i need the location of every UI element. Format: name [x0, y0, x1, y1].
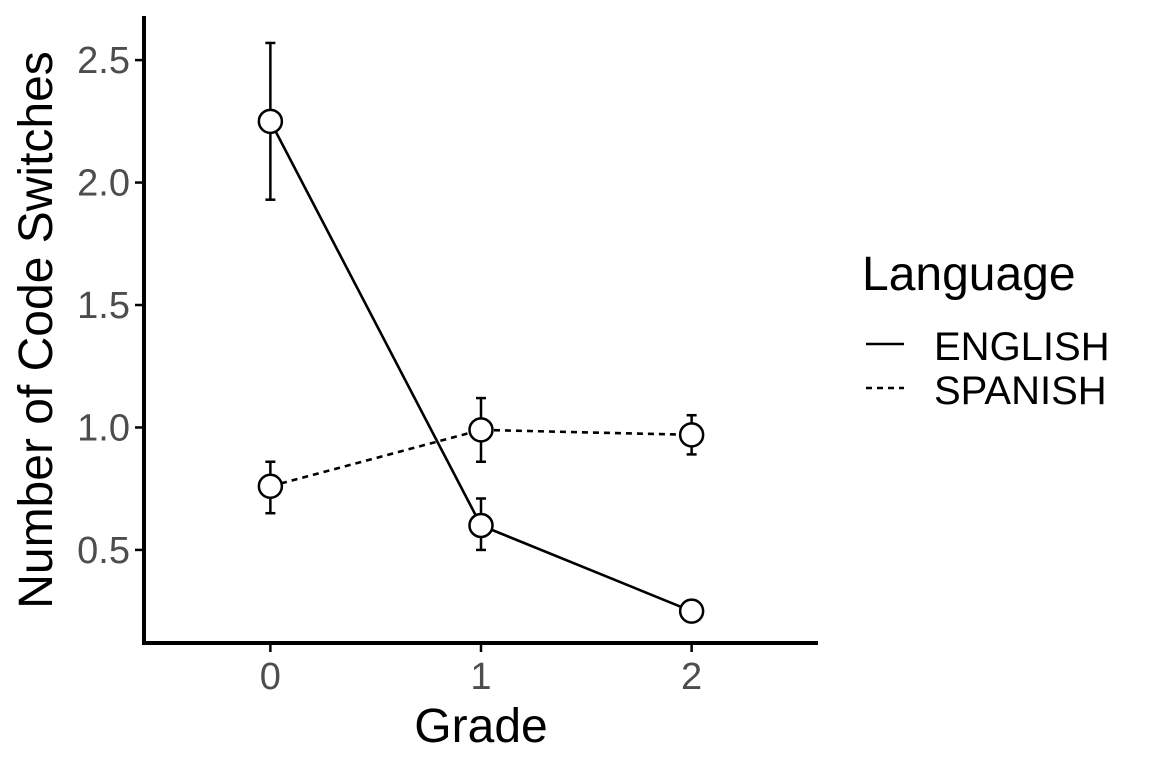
y-tick-label: 1.0: [77, 407, 130, 449]
legend-item-spanish: SPANISH: [866, 369, 1107, 413]
x-tick-label: 2: [681, 656, 702, 698]
series-layer: [257, 41, 705, 624]
y-tick-label: 2.5: [77, 40, 130, 82]
y-tick-label: 1.5: [77, 285, 130, 327]
data-point: [678, 598, 705, 624]
points-spanish: [257, 417, 705, 499]
data-point: [678, 422, 705, 448]
legend-label: SPANISH: [934, 369, 1107, 413]
legend-item-english: ENGLISH: [866, 325, 1110, 369]
x-axis-title: Grade: [414, 700, 547, 753]
x-tick-label: 0: [260, 656, 281, 698]
legend-title: Language: [862, 248, 1076, 301]
data-point: [257, 108, 284, 135]
data-point: [468, 512, 494, 539]
x-tick-label: 1: [470, 656, 491, 698]
points-english: [257, 108, 705, 624]
series-spanish: [265, 396, 697, 515]
data-point: [468, 417, 494, 443]
y-tick-label: 0.5: [77, 530, 130, 572]
data-point: [257, 473, 284, 499]
axes: 0.5 1.0 1.5 2.0 2.5 0 1 2: [77, 16, 818, 698]
legend-label: ENGLISH: [934, 325, 1110, 369]
y-tick-label: 2.0: [77, 163, 130, 205]
y-axis-title: Number of Code Switches: [10, 51, 63, 609]
